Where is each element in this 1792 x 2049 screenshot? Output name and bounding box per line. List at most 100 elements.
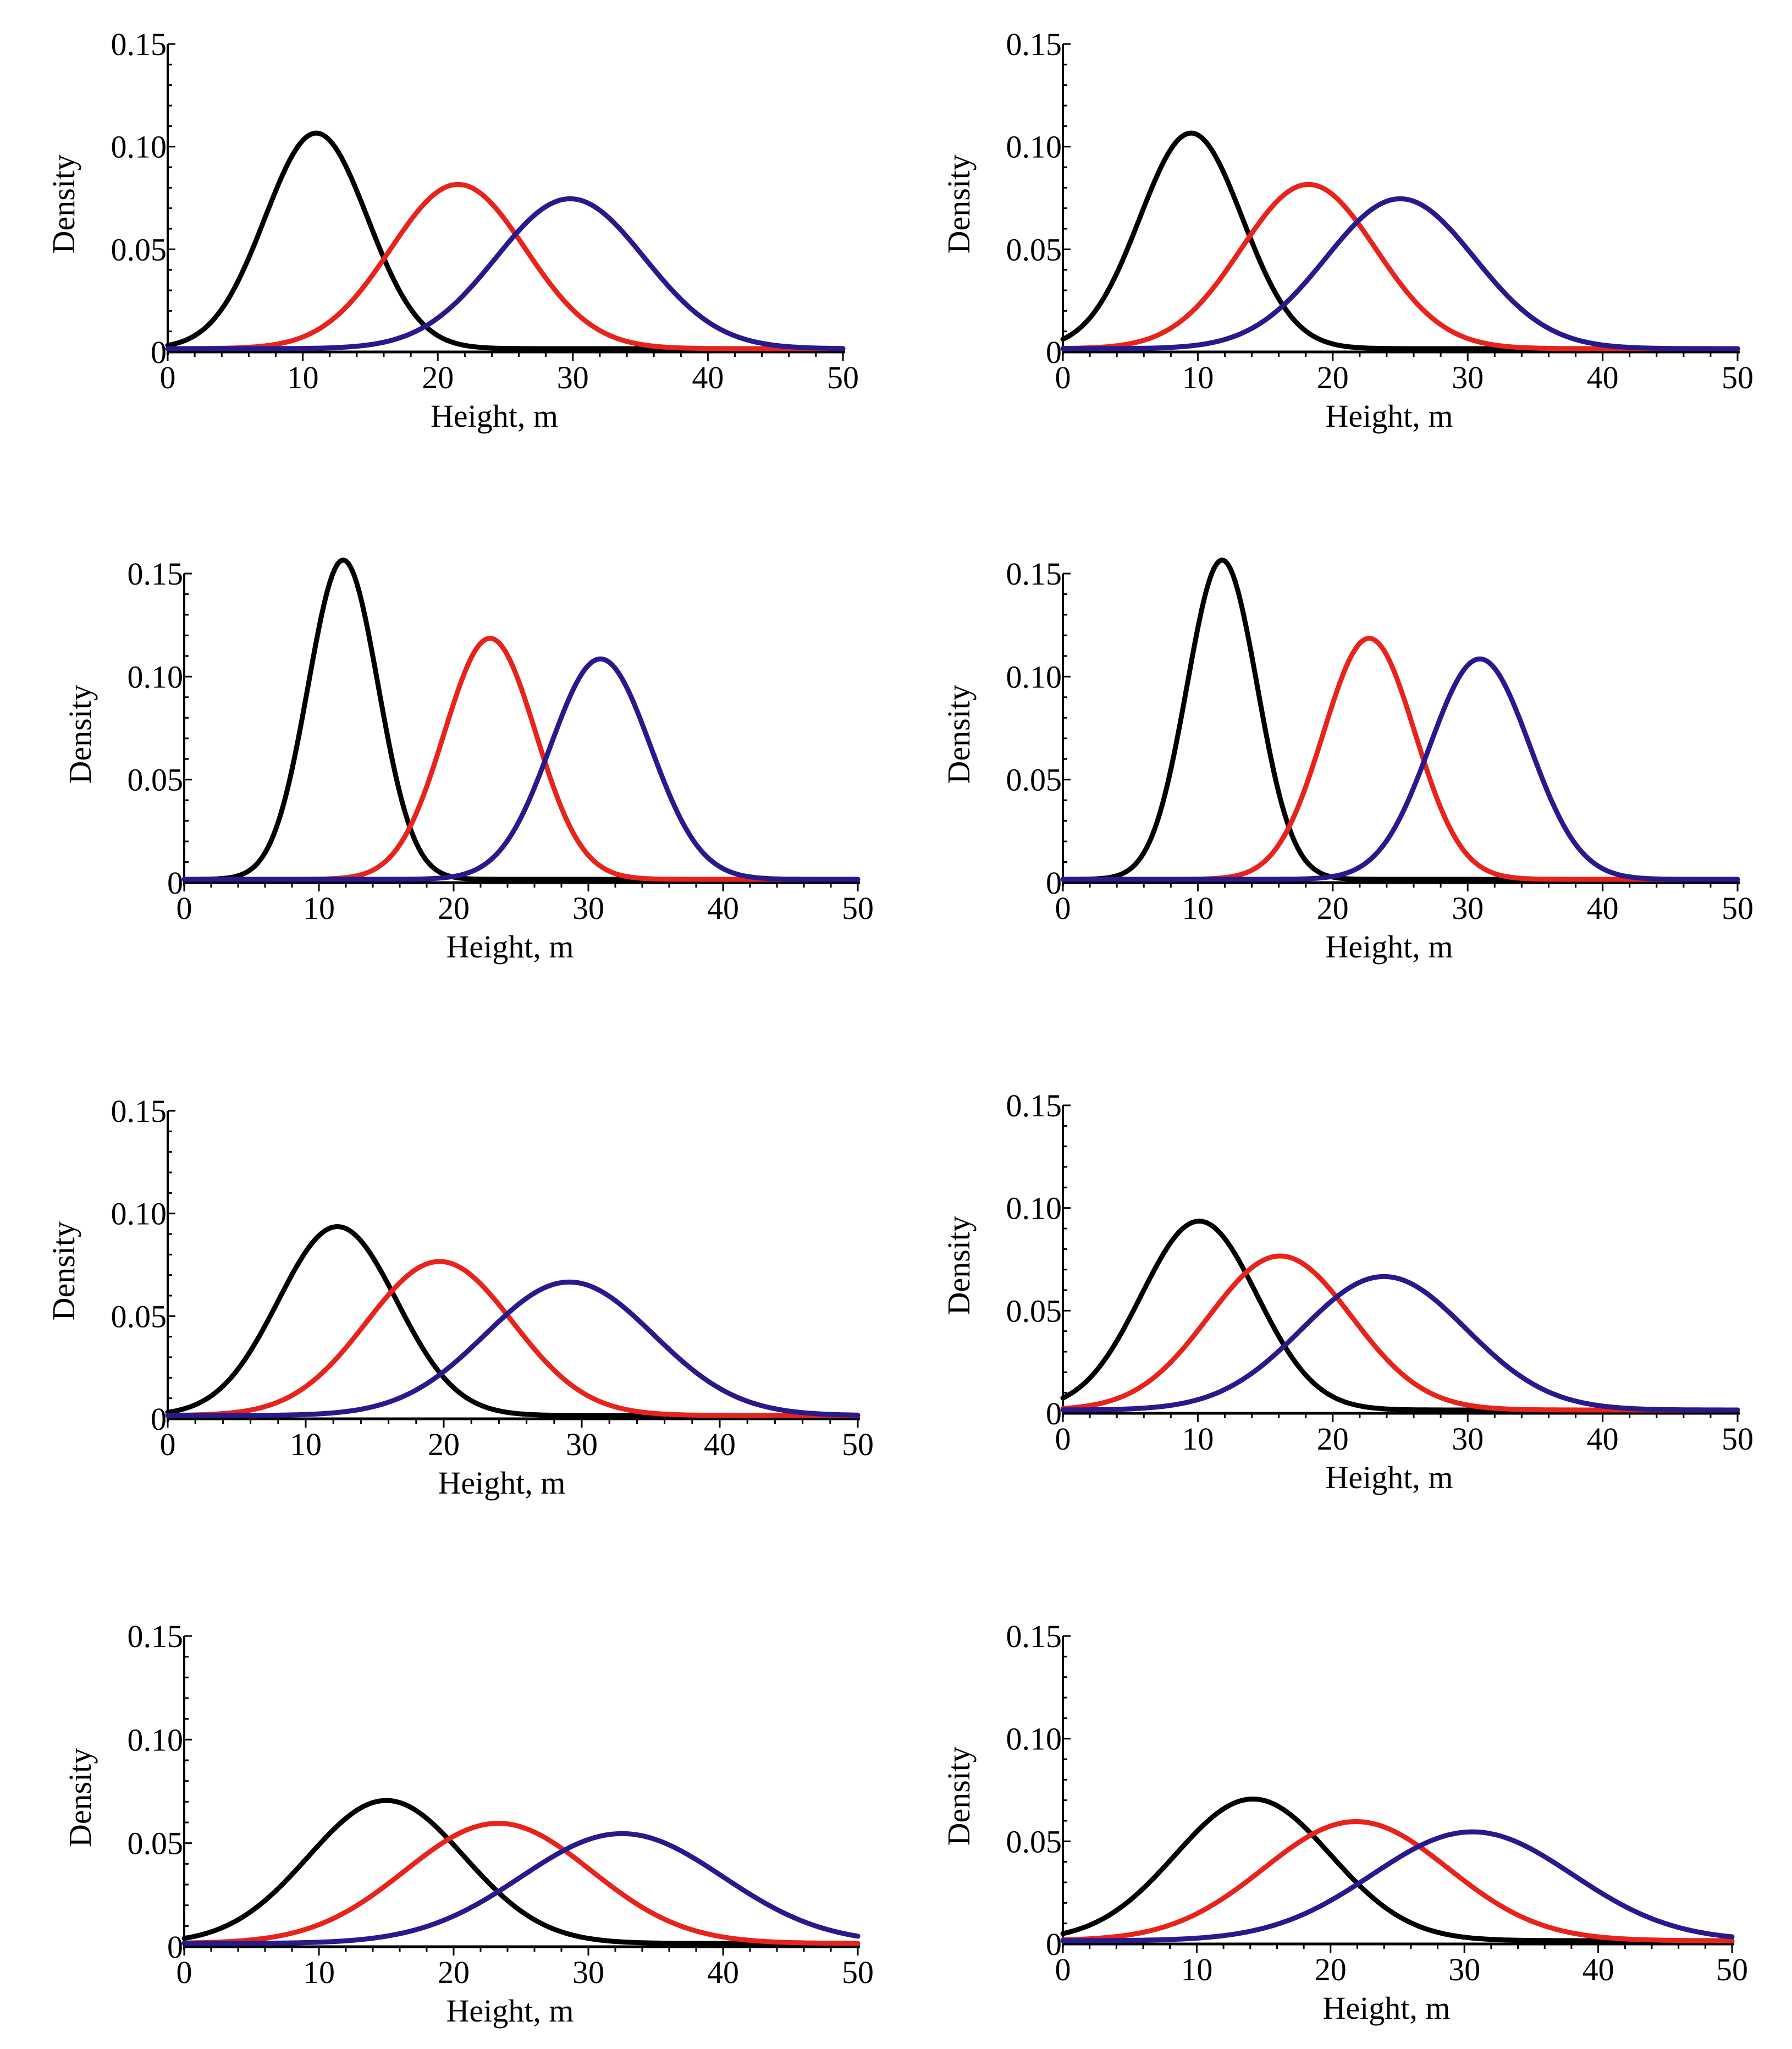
density-curve-series-2 (181, 1821, 861, 1946)
y-tick-label: 0.15 (1006, 1618, 1062, 1654)
x-tick-label: 50 (827, 360, 859, 395)
chart-panel-1: 0 10 20 30 40 50 0 0.05 0.10 0.15 Height, m Density (46, 26, 859, 434)
x-tick-label: 0 (177, 890, 192, 926)
density-curve-series-1 (181, 557, 861, 882)
y-tick-label: 0.15 (1006, 26, 1062, 62)
x-tick-label: 10 (287, 360, 319, 395)
x-tick-label: 10 (1182, 360, 1214, 395)
y-axis-title: Density (46, 155, 81, 254)
y-tick-label: 0 (151, 1401, 167, 1437)
x-axis-title: Height, m (1326, 1459, 1453, 1495)
x-tick-label: 30 (1452, 360, 1484, 395)
chart-panel-4: 0 10 20 30 40 50 0 0.05 0.10 0.15 Height, m Density (941, 556, 1754, 965)
density-curve-series-3 (1060, 1829, 1735, 1943)
density-curve-series-1 (1060, 1219, 1740, 1413)
chart-panel-3: 0 10 20 30 40 50 0 0.05 0.10 0.15 Height, m Density (62, 556, 874, 965)
x-tick-label: 50 (842, 1954, 874, 1990)
x-tick-label: 30 (1452, 1421, 1484, 1457)
x-tick-label: 40 (707, 1954, 739, 1990)
y-tick-label: 0.15 (128, 556, 184, 592)
x-axis-title: Height, m (446, 929, 574, 965)
x-tick-label: 30 (572, 1954, 604, 1990)
y-tick-label: 0 (151, 334, 167, 370)
y-tick-label: 0.05 (111, 1298, 167, 1334)
x-tick-label: 40 (692, 360, 724, 395)
y-tick-label: 0.15 (1006, 1088, 1062, 1123)
y-tick-label: 0.15 (111, 26, 167, 62)
chart-panel-7: 0 10 20 30 40 50 0 0.05 0.10 0.15 Height, m Density (62, 1618, 874, 2029)
x-tick-label: 40 (1583, 1952, 1614, 1987)
x-tick-label: 40 (1587, 360, 1619, 395)
y-tick-label: 0.15 (111, 1093, 167, 1129)
density-curve-series-3 (1060, 196, 1740, 351)
density-curve-series-1 (1060, 1796, 1735, 1943)
x-tick-label: 50 (1722, 890, 1754, 926)
x-tick-label: 0 (1055, 1952, 1071, 1987)
x-tick-label: 0 (1055, 1421, 1071, 1457)
density-curve-series-1 (1060, 130, 1740, 351)
y-axis-title: Density (62, 685, 98, 784)
density-curve-series-2 (165, 1259, 861, 1418)
x-tick-label: 20 (1317, 890, 1349, 926)
x-tick-label: 0 (177, 1954, 192, 1990)
x-tick-label: 20 (438, 1954, 470, 1990)
x-tick-label: 50 (1716, 1952, 1748, 1987)
y-tick-label: 0.10 (111, 129, 167, 165)
x-tick-label: 0 (1055, 360, 1071, 395)
x-tick-label: 30 (1452, 890, 1484, 926)
y-tick-label: 0.10 (111, 1196, 167, 1232)
y-axis-title: Density (941, 685, 977, 784)
y-tick-label: 0.05 (128, 762, 184, 798)
y-tick-label: 0.05 (1006, 1293, 1062, 1329)
y-tick-label: 0.10 (1006, 1191, 1062, 1226)
x-tick-label: 0 (160, 1426, 176, 1462)
x-tick-label: 20 (1317, 360, 1349, 395)
y-tick-label: 0.10 (1006, 129, 1062, 165)
density-curve-series-2 (165, 181, 846, 351)
chart-panel-8: 0 10 20 30 40 50 0 0.05 0.10 0.15 Height, m Density (941, 1618, 1748, 2026)
x-axis-title: Height, m (431, 398, 558, 434)
x-axis-title: Height, m (438, 1465, 566, 1501)
y-tick-label: 0.05 (1006, 762, 1062, 798)
y-axis-title: Density (941, 155, 977, 254)
y-tick-label: 0 (1046, 1926, 1062, 1962)
y-tick-label: 0.10 (1006, 659, 1062, 695)
y-axis-title: Density (46, 1221, 81, 1320)
y-tick-label: 0 (167, 865, 183, 901)
y-axis-title: Density (941, 1747, 977, 1846)
y-tick-label: 0.10 (128, 1722, 184, 1758)
x-tick-label: 10 (303, 890, 335, 926)
x-tick-label: 50 (1722, 1421, 1754, 1457)
y-tick-label: 0 (1046, 865, 1062, 901)
x-tick-label: 50 (1722, 360, 1754, 395)
x-tick-label: 10 (1182, 890, 1214, 926)
y-tick-label: 0 (167, 1929, 183, 1965)
density-curve-series-2 (1060, 181, 1740, 351)
density-curve-series-1 (165, 130, 846, 351)
density-curve-series-1 (1060, 557, 1740, 882)
y-tick-label: 0.10 (128, 659, 184, 695)
x-tick-label: 40 (704, 1426, 736, 1462)
density-curve-series-2 (1060, 636, 1740, 882)
x-axis-title: Height, m (446, 1993, 574, 2029)
x-tick-label: 30 (1448, 1952, 1480, 1987)
x-tick-label: 30 (557, 360, 589, 395)
x-tick-label: 0 (1055, 890, 1071, 926)
y-axis-title: Density (941, 1216, 977, 1315)
y-axis-title: Density (62, 1748, 98, 1847)
x-tick-label: 20 (438, 890, 470, 926)
chart-panel-6: 0 10 20 30 40 50 0 0.05 0.10 0.15 Height, m Density (941, 1088, 1754, 1495)
y-tick-label: 0.15 (128, 1618, 184, 1654)
y-tick-label: 0 (1046, 1396, 1062, 1431)
x-axis-title: Height, m (1323, 1990, 1451, 2026)
x-tick-label: 20 (422, 360, 454, 395)
density-curve-series-3 (1060, 656, 1740, 882)
density-curve-series-2 (1060, 1819, 1735, 1943)
x-tick-label: 10 (1182, 1421, 1214, 1457)
density-curve-series-2 (181, 636, 861, 882)
density-curve-series-3 (181, 1831, 861, 1946)
y-tick-label: 0.05 (1006, 1824, 1062, 1859)
x-tick-label: 0 (160, 360, 176, 395)
y-tick-label: 0 (1046, 334, 1062, 370)
